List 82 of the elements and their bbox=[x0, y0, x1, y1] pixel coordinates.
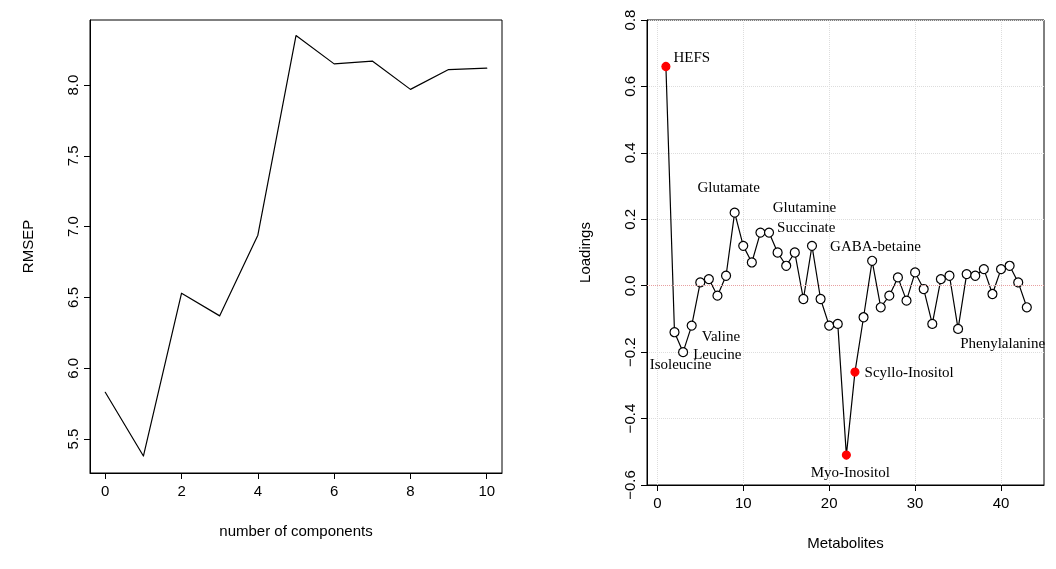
annotation: Glutamate bbox=[697, 179, 761, 196]
annotation: Phenylalanine bbox=[960, 334, 1046, 351]
point bbox=[729, 207, 740, 218]
y-tick-label: 0.6 bbox=[621, 76, 638, 97]
x-tick-label: 6 bbox=[329, 482, 339, 499]
x-tick-label: 20 bbox=[820, 494, 838, 511]
point bbox=[1013, 277, 1024, 288]
line-series bbox=[104, 34, 488, 457]
point bbox=[789, 247, 800, 258]
y-tick-label: 8.0 bbox=[64, 74, 81, 96]
y-axis-title: Loadings bbox=[576, 222, 593, 283]
y-tick-label: 0.0 bbox=[621, 275, 638, 297]
point bbox=[763, 227, 775, 238]
point bbox=[703, 273, 714, 285]
annotation: Scyllo-Inositol bbox=[864, 364, 954, 381]
point bbox=[720, 270, 732, 281]
point bbox=[935, 273, 946, 285]
x-tick-label: 8 bbox=[406, 482, 415, 499]
annotation: Succinate bbox=[777, 218, 836, 235]
y-tick-label: −0.6 bbox=[621, 470, 638, 500]
point bbox=[841, 450, 851, 460]
x-tick-label: 10 bbox=[734, 494, 752, 511]
annotation: Valine bbox=[701, 327, 741, 344]
point bbox=[987, 288, 998, 300]
point bbox=[858, 312, 869, 323]
point bbox=[978, 264, 989, 275]
point bbox=[712, 290, 723, 301]
point bbox=[961, 268, 972, 280]
point bbox=[875, 302, 886, 313]
point bbox=[918, 283, 929, 295]
y-tick-label: −0.4 bbox=[621, 403, 638, 434]
y-tick-label: 6.0 bbox=[64, 357, 81, 379]
x-tick-label: 2 bbox=[177, 482, 186, 499]
point bbox=[772, 247, 783, 258]
annotation: Myo-Inositol bbox=[810, 464, 890, 481]
point bbox=[952, 323, 964, 334]
point bbox=[1021, 302, 1032, 313]
point bbox=[970, 270, 981, 281]
x-tick-label: 10 bbox=[478, 482, 496, 499]
point bbox=[832, 318, 843, 330]
point bbox=[755, 227, 766, 238]
x-tick-label: 0 bbox=[101, 482, 110, 499]
annotation: HEFS bbox=[673, 48, 711, 65]
x-axis-title: Metabolites bbox=[807, 534, 884, 551]
point bbox=[661, 61, 671, 72]
x-tick-label: 4 bbox=[253, 482, 263, 499]
point bbox=[669, 327, 680, 338]
y-tick-label: 7.0 bbox=[64, 216, 81, 238]
point bbox=[815, 293, 826, 305]
point bbox=[892, 272, 904, 283]
x-axis-title: number of components bbox=[219, 522, 373, 539]
y-axis-title: RMSEP bbox=[19, 219, 36, 274]
point bbox=[695, 277, 706, 288]
point bbox=[781, 260, 792, 271]
y-tick-label: 6.5 bbox=[64, 287, 81, 308]
y-tick-label: 0.8 bbox=[621, 9, 638, 31]
point bbox=[910, 267, 921, 278]
point bbox=[798, 293, 809, 305]
point bbox=[850, 367, 860, 377]
point bbox=[686, 320, 697, 331]
point bbox=[884, 290, 895, 301]
point bbox=[738, 240, 749, 251]
point bbox=[901, 295, 912, 306]
point bbox=[944, 270, 955, 281]
point bbox=[867, 255, 878, 266]
y-tick-label: 0.2 bbox=[621, 208, 638, 230]
point bbox=[678, 347, 689, 358]
point bbox=[927, 318, 938, 330]
annotation: GABA-betaine bbox=[830, 237, 922, 254]
x-tick-label: 40 bbox=[992, 494, 1010, 511]
point bbox=[806, 240, 818, 251]
x-tick-label: 30 bbox=[906, 494, 924, 511]
y-tick-label: −0.2 bbox=[621, 337, 638, 367]
point bbox=[746, 257, 757, 268]
y-tick-label: 7.5 bbox=[64, 145, 81, 167]
point bbox=[824, 320, 835, 331]
y-tick-label: 0.4 bbox=[621, 142, 638, 164]
point bbox=[1004, 260, 1015, 271]
y-tick-label: 5.5 bbox=[64, 428, 81, 450]
x-tick-label: 0 bbox=[653, 494, 662, 511]
annotation: Glutamine bbox=[772, 198, 837, 215]
point bbox=[995, 264, 1007, 275]
